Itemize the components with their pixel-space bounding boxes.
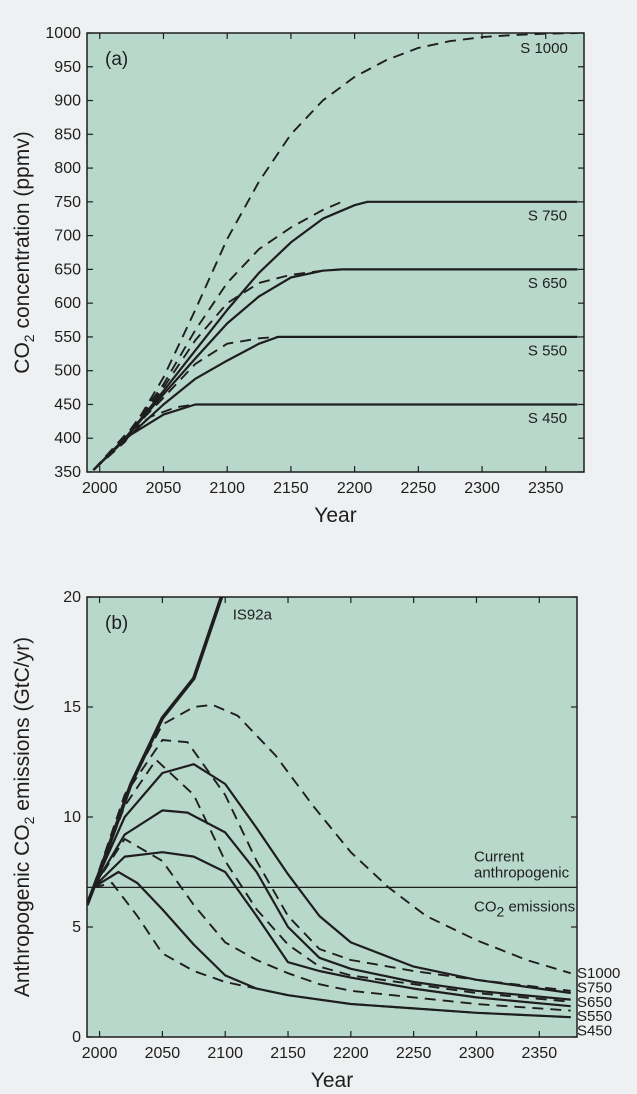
chart-panel-a: 2000 2050 2100 2150 2200 2250 2300 2350 350 400 45… [11, 25, 585, 527]
y-tick-label: 400 [54, 430, 81, 447]
plot-area [87, 597, 577, 1037]
y-tick-label: 1000 [45, 25, 81, 42]
reference-note-below-part: 2 [497, 903, 505, 919]
y-axis-title-part: CO [11, 342, 34, 374]
x-tick-label: 2150 [270, 1045, 306, 1062]
x-tick-label: 2000 [82, 480, 118, 497]
reference-note-below: CO2 emissions [474, 898, 575, 919]
y-axis-title-part: emissions (GtC/yr) [11, 637, 34, 817]
reference-note: anthropogenic [474, 864, 570, 881]
series-line-s-450 [92, 403, 578, 471]
y-tick-label: 850 [54, 126, 81, 143]
y-tick-label: 550 [54, 329, 81, 346]
x-tick-label: 2100 [209, 480, 245, 497]
series-line-s650 [92, 809, 571, 1001]
reference-note: Current [474, 848, 525, 865]
x-tick-label: 2300 [459, 1045, 495, 1062]
series-label: S750 [577, 980, 612, 997]
x-tick-label: 2250 [396, 1045, 432, 1062]
y-tick-label: 950 [54, 59, 81, 76]
chart-panel-b: 2000 2050 2100 2150 2200 2250 2300 2350 0 5 10 15 20… [11, 589, 620, 1092]
series-label: S550 [577, 1008, 612, 1025]
y-tick-label: 450 [54, 396, 81, 413]
y-axis-title-part: 2 [21, 816, 37, 824]
y-tick-label: 20 [63, 589, 81, 606]
series-label: S1000 [577, 965, 620, 982]
y-tick-label: 15 [63, 699, 81, 716]
series-label: S450 [577, 1022, 612, 1039]
plot-frame [86, 32, 585, 473]
series-label: S 750 [528, 207, 567, 224]
series-line-s450 [92, 870, 571, 1019]
series-group [87, 597, 577, 1019]
y-tick-label: 5 [72, 919, 81, 936]
x-tick-label: 2250 [401, 480, 437, 497]
y-tick-label: 10 [63, 809, 81, 826]
y-tick-label: 900 [54, 93, 81, 110]
series-group [92, 33, 578, 471]
y-tick-label: 0 [72, 1029, 81, 1046]
x-tick-label: 2350 [528, 480, 564, 497]
y-tick-label: 700 [54, 228, 81, 245]
series-line-s-550 [92, 335, 578, 471]
reference-note-below-part: CO [474, 898, 497, 915]
series-label: S650 [577, 994, 612, 1011]
x-tick-label: 2350 [522, 1045, 558, 1062]
series-label: IS92a [233, 607, 273, 624]
series-label: S 550 [528, 342, 567, 359]
series-label: S 450 [528, 410, 567, 427]
y-tick-label: 500 [54, 363, 81, 380]
x-tick-label: 2050 [145, 1045, 181, 1062]
series-label: S 1000 [520, 40, 568, 57]
series-line-s-650 [92, 268, 578, 471]
series-line-s750 [92, 763, 571, 995]
y-axis-title: CO2 concentration (ppmv) [11, 131, 37, 373]
y-tick-label: 750 [54, 194, 81, 211]
y-tick-label: 650 [54, 261, 81, 278]
series-line-s550 [92, 851, 571, 1008]
y-tick-label: 600 [54, 295, 81, 312]
series-line-s-550-dashed [92, 335, 279, 471]
series-line-s-750 [92, 200, 578, 471]
x-axis-title: Year [314, 504, 356, 527]
y-axis-title-part: Anthropogenic CO [11, 824, 34, 997]
y-tick-label: 350 [54, 464, 81, 481]
y-axis-title-part: 2 [21, 334, 37, 342]
series-line-s-650-dashed [92, 268, 342, 471]
series-label: S 650 [528, 275, 567, 292]
series-line-s650-dashed [92, 758, 571, 1003]
x-tick-label: 2000 [82, 1045, 118, 1062]
x-tick-label: 2200 [333, 1045, 369, 1062]
y-axis-title-part: concentration (ppmv) [11, 131, 34, 334]
series-line-s1000 [92, 703, 571, 975]
panel-label: (b) [105, 613, 128, 634]
series-line-s750-dashed [92, 739, 571, 992]
y-axis-title: Anthropogenic CO2 emissions (GtC/yr) [11, 637, 37, 997]
series-line-s-1000 [92, 33, 578, 471]
x-tick-label: 2300 [464, 480, 500, 497]
x-tick-label: 2150 [273, 480, 309, 497]
x-tick-label: 2200 [337, 480, 373, 497]
x-tick-label: 2100 [207, 1045, 243, 1062]
x-axis-title: Year [311, 1069, 353, 1092]
series-line-s-450-dashed [92, 403, 196, 471]
series-line-s550-dashed [92, 838, 571, 1012]
x-tick-label: 2050 [146, 480, 182, 497]
panel-label: (a) [105, 49, 128, 70]
y-tick-label: 800 [54, 160, 81, 177]
reference-note-below-part: emissions [504, 898, 575, 915]
